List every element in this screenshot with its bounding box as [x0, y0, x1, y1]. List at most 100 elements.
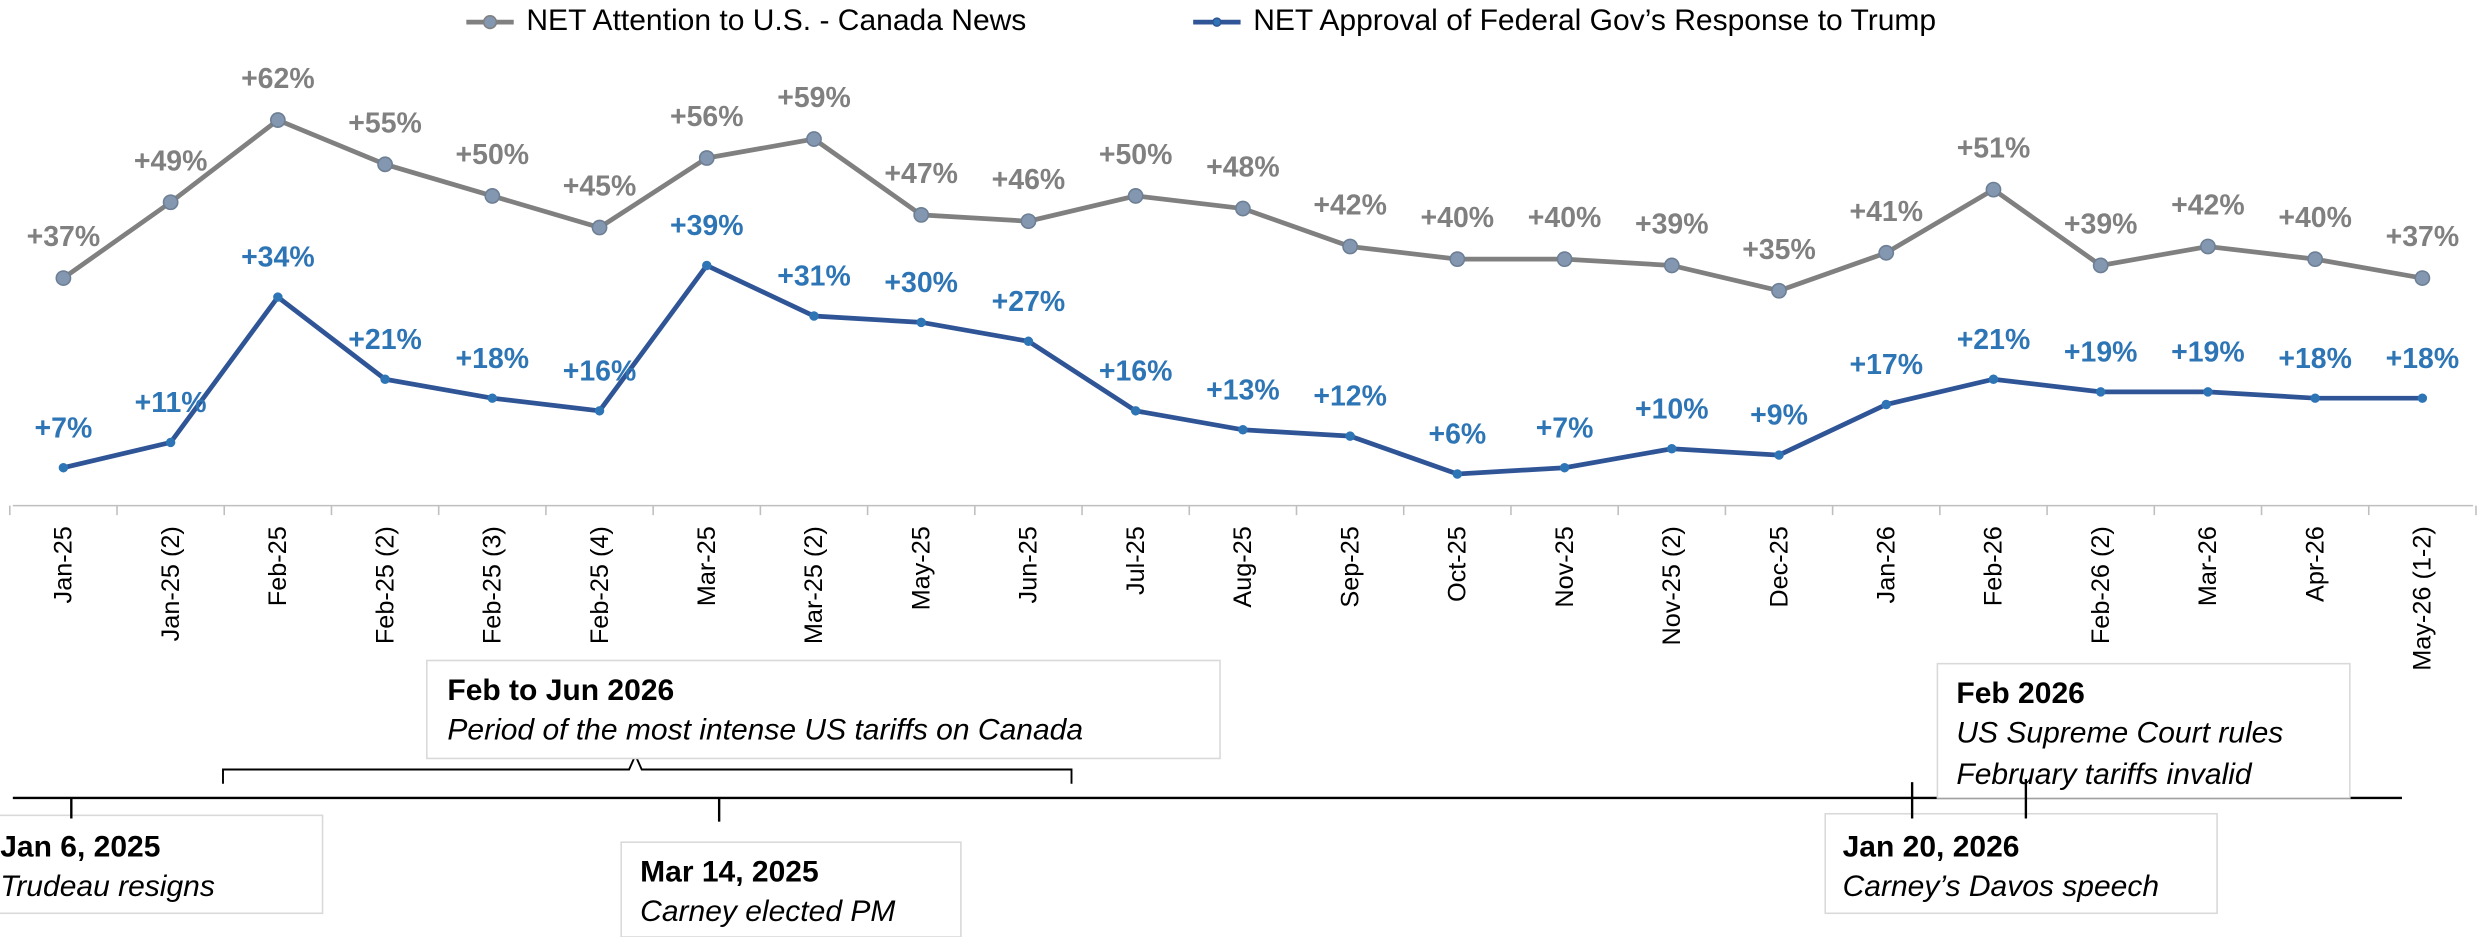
- x-tick-label: Mar-25: [693, 526, 721, 606]
- data-point: [377, 156, 393, 173]
- annotation-title: Feb 2026: [1956, 677, 2084, 710]
- x-tick-label: Mar-25 (2): [800, 526, 828, 644]
- data-label: +19%: [2064, 336, 2138, 368]
- x-tick-label: Jan-26: [1872, 526, 1900, 603]
- data-point: [273, 292, 283, 302]
- data-label: +49%: [134, 145, 208, 177]
- x-tick-label: Jan-25 (2): [157, 526, 185, 641]
- legend-label: NET Attention to U.S. - Canada News: [526, 4, 1026, 37]
- data-label: +21%: [348, 324, 422, 356]
- data-label: +62%: [241, 63, 315, 95]
- data-label: +50%: [1099, 139, 1173, 171]
- x-tick-label: May-25: [907, 526, 935, 610]
- data-point: [1130, 406, 1141, 416]
- x-tick-label: Feb-25 (2): [371, 526, 399, 644]
- x-tick-label: May-26 (1-2): [2409, 526, 2437, 671]
- data-point: [698, 150, 715, 166]
- data-label: +7%: [1536, 412, 1594, 444]
- x-tick-label: Jan-25: [50, 526, 78, 603]
- data-label: +50%: [456, 139, 530, 171]
- data-label: +39%: [1635, 208, 1709, 240]
- annotation-title: Mar 14, 2025: [640, 856, 819, 889]
- x-tick-label: Dec-25: [1765, 526, 1793, 607]
- x-tick-label: Mar-26: [2194, 526, 2222, 606]
- data-point: [162, 194, 179, 211]
- data-label: +51%: [1957, 133, 2031, 165]
- x-tick-label: Feb-25 (4): [586, 526, 614, 644]
- data-point: [1663, 257, 1680, 274]
- data-label: +59%: [777, 82, 851, 114]
- x-tick-label: Apr-26: [2301, 526, 2329, 602]
- x-tick-label: Jul-25: [1122, 526, 1150, 595]
- data-label: +46%: [992, 164, 1066, 196]
- data-point: [1771, 282, 1787, 299]
- data-point: [1449, 251, 1466, 268]
- annotation-text: February tariffs invalid: [1956, 758, 2253, 791]
- x-tick-label: Feb-26 (2): [2087, 526, 2115, 644]
- data-label: +34%: [241, 242, 315, 274]
- annotation-text: US Supreme Court rules: [1956, 717, 2283, 750]
- legend-marker: [482, 15, 498, 30]
- data-label: +18%: [456, 343, 530, 375]
- annotation-text: Carney elected PM: [640, 895, 895, 928]
- data-label: +6%: [1428, 419, 1486, 451]
- series-line: [62, 262, 2423, 477]
- data-point: [809, 311, 819, 321]
- x-tick-label: Oct-25: [1444, 526, 1472, 602]
- data-label: +16%: [563, 355, 637, 387]
- data-label: +11%: [135, 387, 207, 419]
- data-label: +55%: [348, 107, 422, 139]
- data-point: [269, 112, 286, 128]
- data-label: +40%: [2278, 202, 2352, 234]
- annotation-text: Carney’s Davos speech: [1843, 870, 2159, 903]
- data-point: [1342, 238, 1359, 255]
- data-label: +16%: [1099, 355, 1173, 387]
- data-point: [165, 437, 176, 448]
- x-tick-label: Feb-25: [264, 526, 292, 606]
- data-point: [1667, 444, 1677, 454]
- data-point: [1556, 251, 1573, 268]
- data-label: +39%: [670, 210, 744, 242]
- brace: [222, 752, 1073, 784]
- data-point: [2203, 387, 2213, 397]
- data-label: +30%: [884, 267, 958, 299]
- annotation-box: [620, 841, 962, 937]
- data-label: +35%: [1742, 234, 1816, 266]
- data-label: +56%: [670, 101, 744, 133]
- data-label: +48%: [1206, 152, 1280, 184]
- data-point: [1774, 450, 1784, 460]
- annotation-title: Jan 20, 2026: [1843, 830, 2020, 863]
- data-point: [2414, 270, 2431, 286]
- data-label: +42%: [2171, 190, 2245, 222]
- x-tick-label: Jun-25: [1015, 526, 1043, 603]
- data-point: [55, 270, 72, 286]
- data-label: +27%: [992, 286, 1066, 318]
- data-point: [1020, 213, 1037, 230]
- legend-marker: [1212, 17, 1222, 27]
- annotation-box: [1824, 812, 2218, 915]
- data-point: [1878, 244, 1895, 261]
- data-point: [1345, 431, 1355, 441]
- data-label: +40%: [1528, 202, 1602, 234]
- annotation-box: [1936, 662, 2351, 799]
- data-point: [2200, 238, 2216, 255]
- data-point: [1452, 469, 1463, 479]
- data-point: [1559, 462, 1570, 473]
- annotation-text: Trudeau resigns: [0, 870, 215, 903]
- data-point: [2307, 251, 2324, 268]
- data-point: [916, 317, 926, 328]
- data-point: [1881, 399, 1891, 410]
- data-label: +7%: [35, 412, 93, 444]
- data-point: [1988, 374, 1999, 384]
- x-tick-label: Aug-25: [1229, 526, 1257, 607]
- data-point: [2417, 393, 2428, 403]
- data-label: +42%: [1313, 190, 1387, 222]
- data-label: +40%: [1421, 202, 1495, 234]
- data-label: +31%: [777, 261, 851, 293]
- data-point: [484, 188, 501, 204]
- data-label: +9%: [1750, 400, 1808, 432]
- x-tick-label: Nov-25 (2): [1658, 526, 1686, 645]
- data-point: [806, 131, 822, 147]
- data-label: +45%: [563, 171, 637, 203]
